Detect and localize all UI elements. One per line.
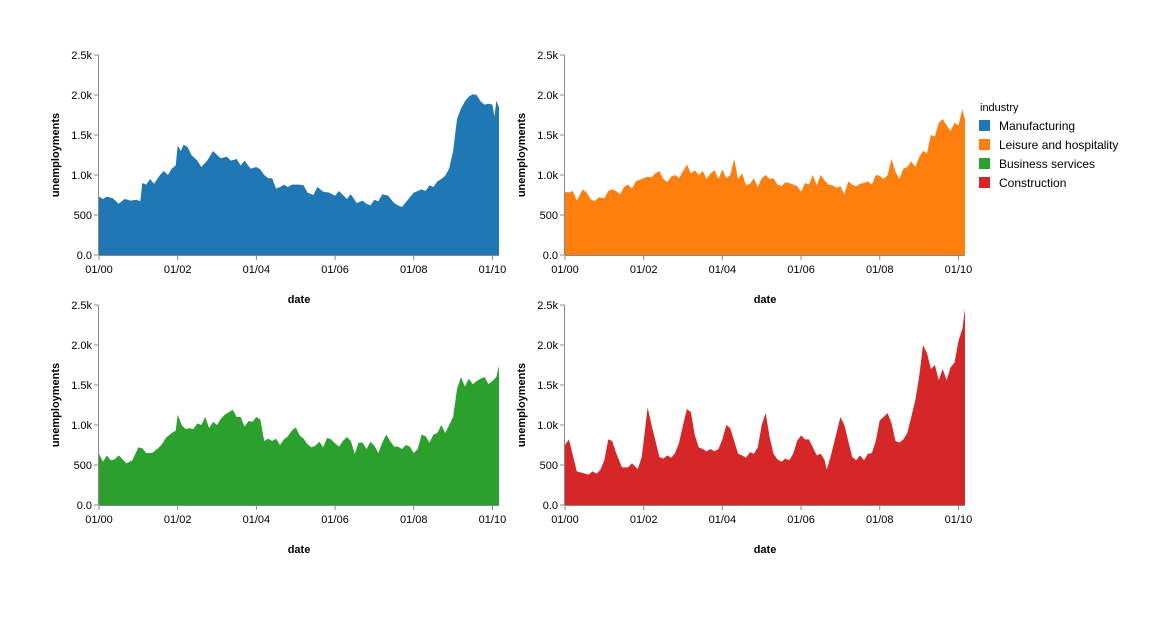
x-tick-label: 01/00 [551,264,579,276]
legend: industry Manufacturing Leisure and hospita… [979,102,1118,190]
y-axis-title: unemployments [50,363,62,447]
x-tick-label: 01/08 [866,514,894,526]
x-tick-label: 01/00 [551,514,579,526]
y-tick-label: 500 [540,460,558,472]
legend-swatch [979,177,990,188]
y-axis-title: unemployments [516,363,528,447]
x-tick-label: 01/08 [400,264,428,276]
panel-4: 0.0 500 1.0k 1.5k 2.0k 2.5k 01/00 01/02 01/04 01/… [516,300,972,556]
panel-2: 0.0 500 1.0k 1.5k 2.0k 2.5k 01/00 01/02 01/04 01/… [516,50,972,306]
y-axis-title: unemployments [50,113,62,197]
y-tick-label: 1.5k [537,380,558,392]
area-series [565,309,965,505]
y-tick-label: 500 [540,210,558,222]
legend-label: Manufacturing [999,119,1075,133]
x-tick-label: 01/10 [945,264,973,276]
y-axis-title: unemployments [516,113,528,197]
y-tick-label: 0.0 [77,250,92,262]
legend-label: Business services [999,157,1095,171]
x-tick-label: 01/00 [85,264,113,276]
area-series [99,94,499,255]
legend-swatch [979,158,990,169]
x-tick-label: 01/06 [321,514,349,526]
x-axis-title: date [288,544,311,556]
legend-swatch [979,139,990,150]
panel-1: 0.0 500 1.0k 1.5k 2.0k 2.5k 01/00 01/02 01/04 01/… [50,50,506,306]
x-tick-label: 01/10 [479,514,507,526]
y-tick-label: 1.5k [537,130,558,142]
x-axis-title: date [288,294,311,306]
y-tick-label: 0.0 [543,500,558,512]
y-tick-label: 0.0 [77,500,92,512]
x-axis-title: date [754,294,777,306]
x-tick-label: 01/02 [630,264,658,276]
x-tick-label: 01/06 [321,264,349,276]
y-tick-label: 2.0k [71,90,92,102]
x-tick-label: 01/04 [243,264,271,276]
x-axis-title: date [754,544,777,556]
x-tick-label: 01/04 [243,514,271,526]
x-tick-label: 01/04 [709,264,737,276]
y-tick-label: 2.5k [71,50,92,62]
panel-3: 0.0 500 1.0k 1.5k 2.0k 2.5k 01/00 01/02 01/04 01/… [50,300,506,556]
y-tick-label: 500 [74,210,92,222]
area-series [565,109,965,255]
legend-label: Leisure and hospitality [999,138,1118,152]
y-tick-label: 1.5k [71,380,92,392]
y-tick-label: 2.5k [537,300,558,312]
x-tick-label: 01/02 [164,264,192,276]
y-tick-label: 2.5k [537,50,558,62]
x-tick-label: 01/06 [787,514,815,526]
legend-label: Construction [999,176,1066,190]
y-tick-label: 1.0k [71,420,92,432]
x-tick-label: 01/04 [709,514,737,526]
y-tick-label: 2.0k [71,340,92,352]
x-tick-label: 01/10 [945,514,973,526]
x-tick-label: 01/08 [866,264,894,276]
x-tick-label: 01/00 [85,514,113,526]
x-tick-label: 01/06 [787,264,815,276]
y-tick-label: 1.0k [71,170,92,182]
x-tick-label: 01/02 [630,514,658,526]
x-tick-label: 01/02 [164,514,192,526]
y-tick-label: 2.0k [537,90,558,102]
y-tick-label: 2.0k [537,340,558,352]
y-tick-label: 500 [74,460,92,472]
area-series [99,366,499,505]
y-tick-label: 1.0k [537,170,558,182]
y-tick-label: 0.0 [543,250,558,262]
y-tick-label: 1.5k [71,130,92,142]
legend-title: industry [980,102,1019,114]
y-tick-label: 2.5k [71,300,92,312]
x-tick-label: 01/10 [479,264,507,276]
x-tick-label: 01/08 [400,514,428,526]
legend-swatch [979,120,990,131]
y-tick-label: 1.0k [537,420,558,432]
